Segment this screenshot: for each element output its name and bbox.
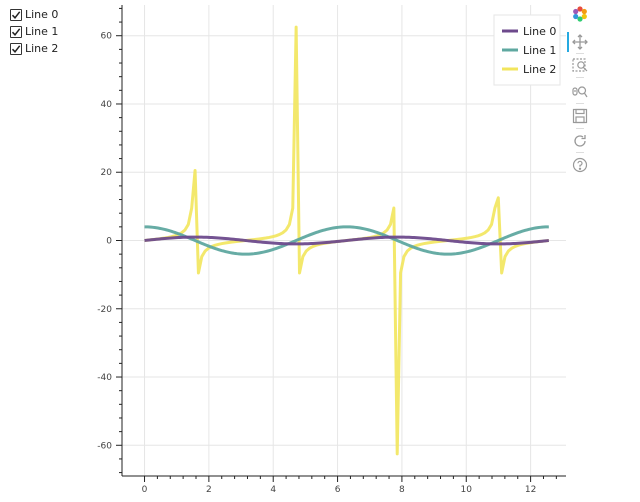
help-icon[interactable]: [572, 157, 588, 173]
toolbar-divider: [576, 53, 584, 54]
toggle-line-0[interactable]: Line 0: [10, 6, 58, 23]
x-tick-label: 12: [525, 485, 536, 495]
toggle-label: Line 2: [25, 42, 59, 55]
x-tick-label: 6: [335, 485, 341, 495]
y-tick-label: -40: [97, 373, 112, 383]
series-line-0: [144, 235, 549, 246]
x-tick-label: 4: [270, 485, 276, 495]
legend[interactable]: Line 0 Line 1 Line 2: [493, 14, 561, 86]
y-tick-label: 0: [106, 237, 112, 247]
toolbar-divider: [576, 152, 584, 153]
toggle-label: Line 0: [25, 8, 59, 21]
x-tick-label: 2: [206, 485, 212, 495]
series-line-1: [144, 225, 549, 256]
y-tick-label: 40: [101, 100, 113, 110]
toggle-line-1[interactable]: Line 1: [10, 23, 58, 40]
series-layer: [144, 25, 549, 456]
wheel-zoom-icon[interactable]: [572, 84, 588, 100]
x-tick-label: 8: [399, 485, 405, 495]
y-tick-label: 60: [101, 32, 113, 42]
toolbar-divider: [576, 128, 584, 129]
x-tick-label: 0: [142, 485, 148, 495]
pan-icon[interactable]: [572, 34, 588, 50]
checkbox-checked-icon[interactable]: [10, 8, 22, 21]
line-toggle-group: Line 0 Line 1 Line 2: [10, 6, 58, 57]
legend-item-label[interactable]: Line 1: [523, 44, 556, 57]
toggle-label: Line 1: [25, 25, 59, 38]
y-tick-label: 20: [101, 168, 113, 178]
box-zoom-icon[interactable]: [572, 58, 588, 74]
x-tick-label: 10: [461, 485, 473, 495]
y-tick-label: -20: [97, 305, 112, 315]
y-tick-label: -60: [97, 441, 112, 451]
active-tool-indicator: [567, 32, 569, 52]
reset-icon[interactable]: [572, 133, 588, 149]
toggle-line-2[interactable]: Line 2: [10, 40, 58, 57]
save-icon[interactable]: [572, 108, 588, 124]
checkbox-checked-icon[interactable]: [10, 25, 22, 38]
bokeh-logo-icon[interactable]: [572, 6, 588, 22]
axes: -60 -40 -20 0 20 40 60 0 2 4 6 8 10 12: [97, 5, 566, 495]
toolbar-divider: [576, 77, 584, 78]
toolbar-divider: [576, 103, 584, 104]
legend-item-label[interactable]: Line 0: [523, 25, 556, 38]
legend-item-label[interactable]: Line 2: [523, 63, 556, 76]
checkbox-checked-icon[interactable]: [10, 42, 22, 55]
